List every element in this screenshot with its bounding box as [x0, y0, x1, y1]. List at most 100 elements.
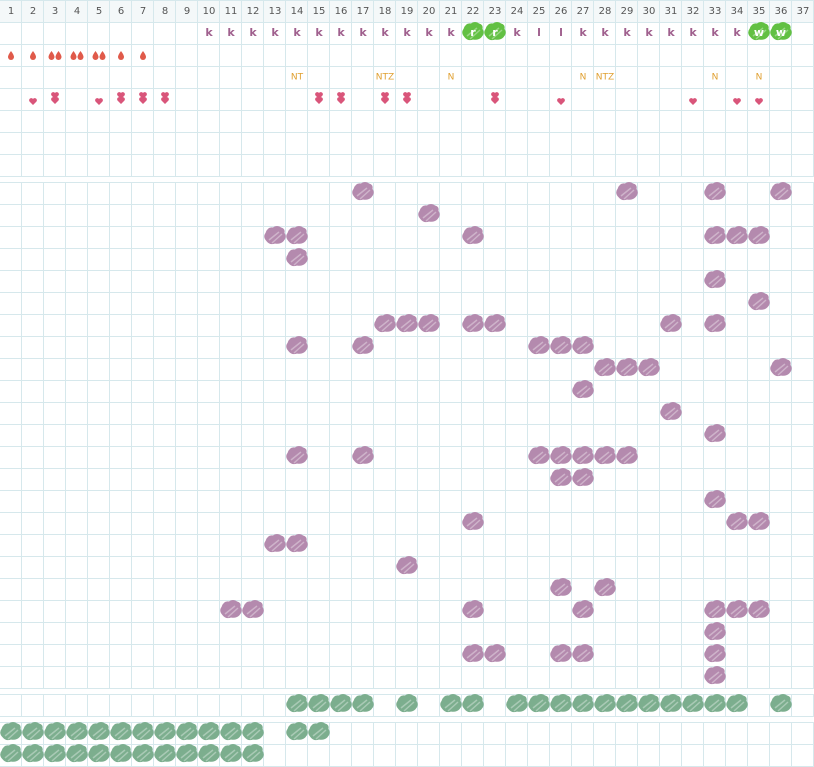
purple-blob-texture [356, 341, 371, 354]
purple-blob-texture [730, 517, 745, 530]
purple-blob-texture [554, 473, 569, 486]
purple-blob-shape [528, 336, 550, 355]
green-blob-texture [26, 749, 41, 762]
green-blob [594, 694, 616, 713]
purple-blob-shape [264, 534, 286, 553]
heart [51, 92, 59, 99]
green-blob [726, 694, 748, 713]
purple-blob-texture [576, 341, 591, 354]
purple-blob-shape [704, 666, 726, 685]
green-blob-texture [114, 749, 129, 762]
letter: k [227, 26, 235, 39]
green-blob [330, 694, 352, 713]
green-blob-texture [70, 749, 85, 762]
day-number: 21 [445, 6, 458, 17]
green-blob-shape [198, 722, 220, 741]
green-blob-shape [88, 744, 110, 763]
green-blob-texture [334, 699, 349, 712]
purple-blob [264, 226, 286, 245]
purple-blob-shape [418, 314, 440, 333]
drop [92, 51, 99, 60]
green-blob-shape [132, 744, 154, 763]
purple-blob [462, 314, 484, 333]
note: NTZ [596, 73, 614, 83]
letter: k [667, 26, 675, 39]
highlight-blob [462, 22, 484, 41]
highlight-blob-shape [462, 22, 484, 41]
highlight-blob [770, 22, 792, 41]
green-blob [220, 722, 242, 741]
purple-blob-shape [286, 534, 308, 553]
green-blob-texture [400, 699, 415, 712]
heart [381, 97, 389, 104]
purple-blob-texture [422, 319, 437, 332]
purple-blob-shape [704, 600, 726, 619]
purple-blob-shape [726, 226, 748, 245]
purple-blob [616, 182, 638, 201]
green-blob [308, 722, 330, 741]
green-blob [440, 694, 462, 713]
heart [139, 92, 147, 99]
purple-blob-shape [704, 644, 726, 663]
purple-blob-texture [554, 451, 569, 464]
green-blob-texture [158, 727, 173, 740]
note: N [448, 73, 455, 83]
green-blob-texture [48, 727, 63, 740]
purple-blob-shape [660, 402, 682, 421]
green-blob-texture [202, 749, 217, 762]
purple-blob-texture [466, 649, 481, 662]
day-number: 29 [621, 6, 634, 17]
green-blob-texture [92, 749, 107, 762]
purple-blob-texture [576, 451, 591, 464]
purple-blob-shape [484, 644, 506, 663]
day-number: 23 [489, 6, 502, 17]
purple-blob-texture [576, 605, 591, 618]
day-number: 5 [96, 6, 102, 17]
green-blob-shape [198, 744, 220, 763]
purple-blob [616, 446, 638, 465]
purple-blob-shape [550, 578, 572, 597]
letter: k [425, 26, 433, 39]
highlight-blob-shape [484, 22, 506, 41]
green-blob-shape [220, 744, 242, 763]
green-blob-shape [176, 744, 198, 763]
purple-blob-shape [726, 512, 748, 531]
day-number: 28 [599, 6, 612, 17]
purple-blob-texture [268, 539, 283, 552]
purple-blob-shape [550, 644, 572, 663]
letter: k [359, 26, 367, 39]
heart [755, 98, 763, 105]
day-number: 25 [533, 6, 546, 17]
purple-blob-texture [708, 649, 723, 662]
letter: k [711, 26, 719, 39]
green-blob-shape [770, 694, 792, 713]
letter: k [381, 26, 389, 39]
green-blob-texture [730, 699, 745, 712]
purple-blob-shape [286, 226, 308, 245]
green-blob [66, 722, 88, 741]
day-number: 20 [423, 6, 436, 17]
purple-blob-texture [708, 495, 723, 508]
purple-blob-shape [572, 468, 594, 487]
purple-blob [286, 336, 308, 355]
green-blob [154, 744, 176, 763]
purple-blob-shape [572, 446, 594, 465]
purple-blob-shape [572, 600, 594, 619]
purple-blob [726, 600, 748, 619]
green-blob [462, 694, 484, 713]
letter: k [645, 26, 653, 39]
green-blob [110, 722, 132, 741]
green-blob-texture [642, 699, 657, 712]
purple-blob [352, 182, 374, 201]
day-number: 1 [8, 6, 14, 17]
purple-blob-shape [704, 314, 726, 333]
purple-blob-shape [374, 314, 396, 333]
heart [51, 97, 59, 104]
day-number: 7 [140, 6, 146, 17]
green-blob [308, 694, 330, 713]
green-blob-texture [620, 699, 635, 712]
heart [381, 92, 389, 99]
letter: k [315, 26, 323, 39]
purple-blob-texture [290, 451, 305, 464]
purple-blob [286, 534, 308, 553]
